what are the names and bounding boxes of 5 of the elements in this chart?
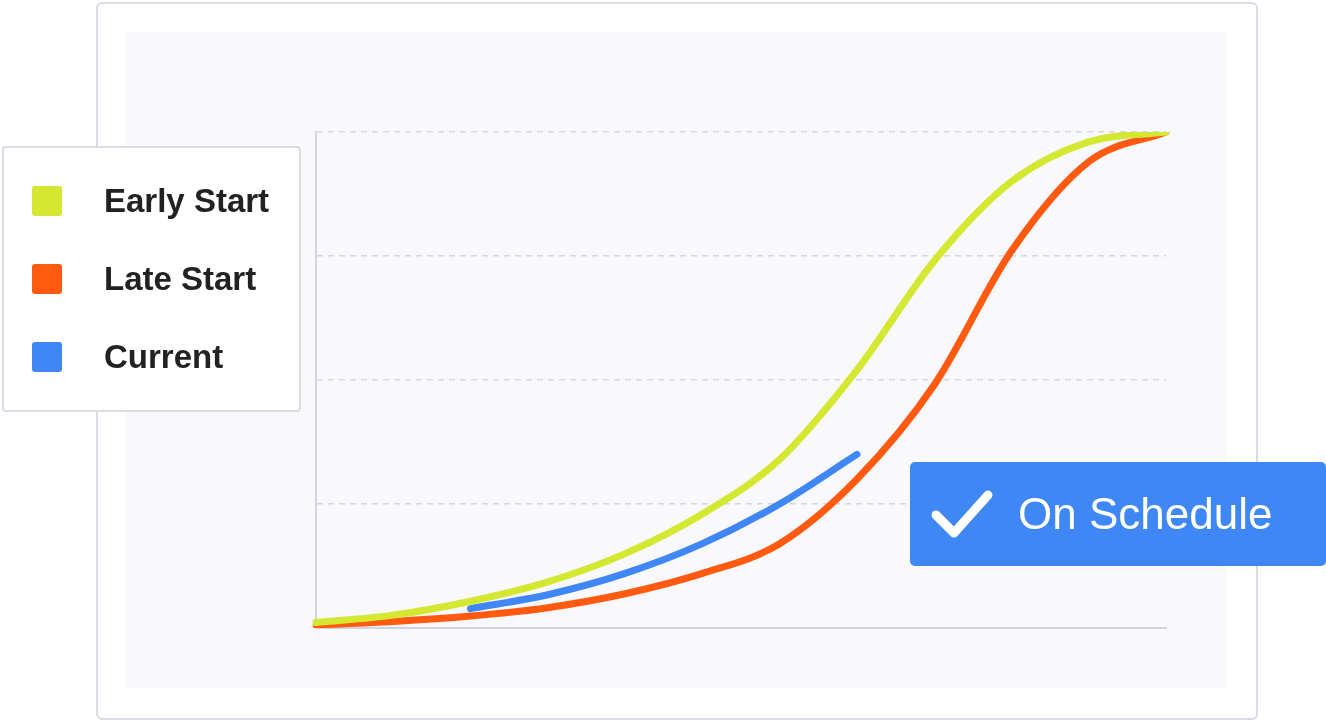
legend-label: Early Start <box>104 182 270 220</box>
legend-label: Current <box>104 338 224 376</box>
legend-label: Late Start <box>104 260 257 298</box>
status-badge: On Schedule <box>910 462 1326 566</box>
annotation: On Schedule <box>1018 489 1273 539</box>
